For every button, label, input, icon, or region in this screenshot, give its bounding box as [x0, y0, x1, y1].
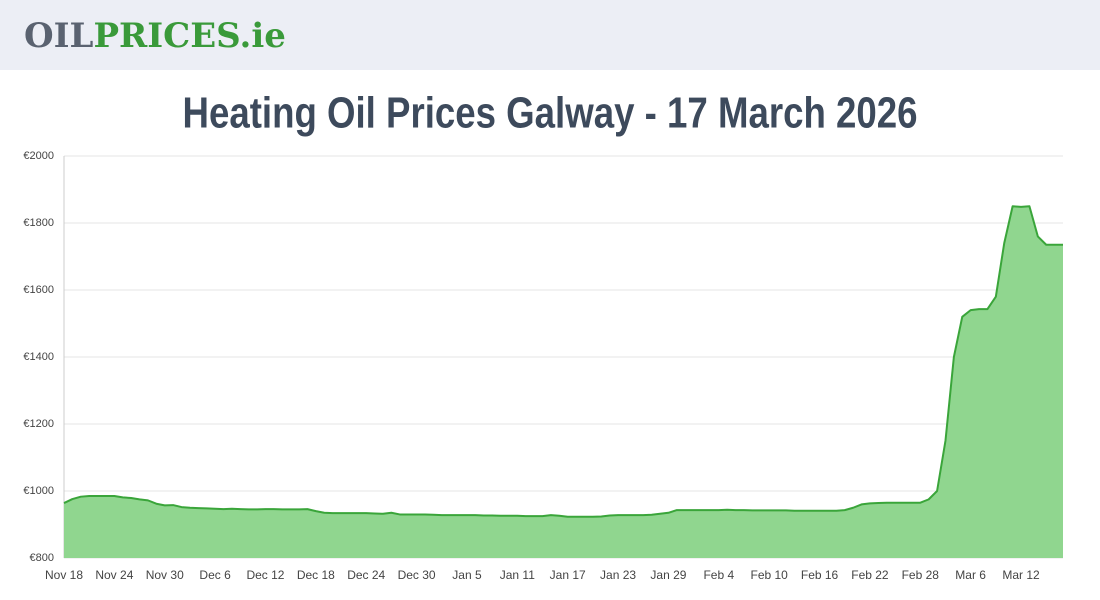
x-tick-label: Dec 6 — [199, 568, 231, 582]
y-tick-label: €1000 — [23, 485, 54, 497]
y-tick-label: €1200 — [23, 418, 54, 430]
x-tick-label: Feb 10 — [750, 568, 788, 582]
y-tick-label: €1400 — [23, 351, 54, 363]
x-tick-label: Jan 11 — [500, 568, 535, 582]
x-tick-label: Nov 24 — [95, 568, 133, 582]
y-tick-label: €1800 — [23, 217, 54, 229]
x-tick-label: Jan 5 — [452, 568, 482, 582]
x-tick-label: Feb 28 — [902, 568, 940, 582]
area — [64, 206, 1063, 558]
line — [63, 205, 1063, 518]
x-tick-label: Dec 24 — [347, 568, 385, 582]
x-tick-label: Feb 22 — [851, 568, 889, 582]
y-tick-label: €800 — [30, 552, 54, 564]
header-bar — [0, 0, 1100, 70]
y-tick-label: €1600 — [23, 284, 54, 296]
x-tick-label: Jan 17 — [550, 568, 586, 582]
logo-part: PRICES.ie — [93, 16, 285, 56]
x-tick-label: Mar 12 — [1002, 568, 1040, 582]
x-tick-label: Dec 12 — [246, 568, 284, 582]
logo-part: OIL — [24, 16, 94, 56]
x-tick-label: Dec 18 — [297, 568, 335, 582]
x-tick-label: Feb 4 — [703, 568, 734, 582]
x-tick-label: Feb 16 — [801, 568, 839, 582]
chart-title: Heating Oil Prices Galway - 17 March 202… — [183, 89, 918, 138]
x-tick-label: Dec 30 — [398, 568, 436, 582]
x-tick-label: Nov 30 — [146, 568, 184, 582]
x-tick-label: Jan 29 — [650, 568, 686, 582]
x-tick-label: Nov 18 — [45, 568, 83, 582]
y-tick-label: €2000 — [23, 150, 54, 162]
x-tick-label: Mar 6 — [955, 568, 986, 582]
logo[interactable]: OILPRICES.ie — [24, 16, 286, 56]
x-tick-label: Jan 23 — [600, 568, 636, 582]
